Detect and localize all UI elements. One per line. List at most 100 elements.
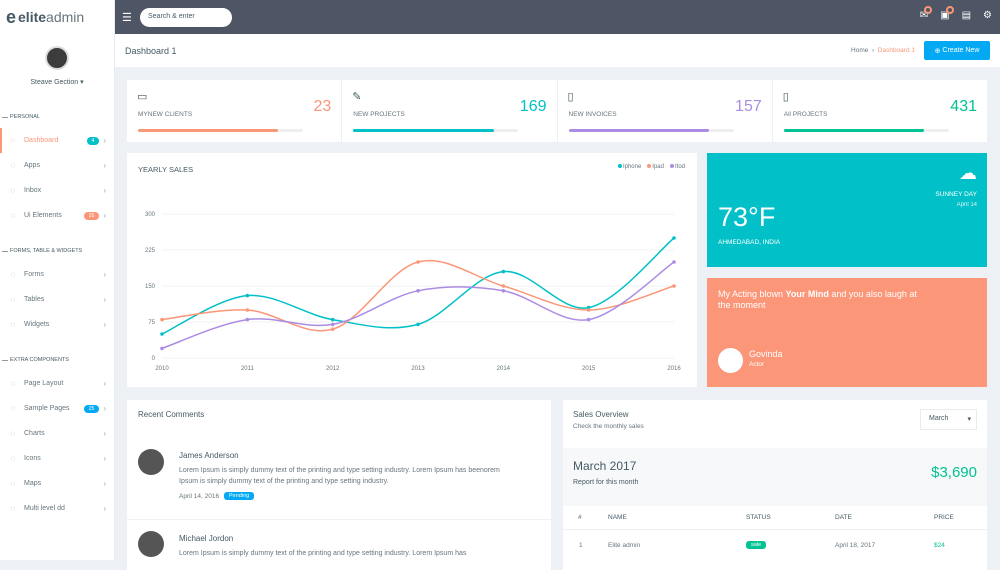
data-point: [330, 317, 335, 322]
page-title: Dashboard 1: [125, 45, 177, 56]
document-icon: ▯: [567, 91, 574, 103]
chevron-right-icon: ›: [103, 211, 106, 220]
sidebar-item[interactable]: ◌ Ui Elements 25 ›: [0, 203, 114, 228]
sidebar-item[interactable]: ◌ Page Layout ›: [0, 371, 114, 396]
legend-item: Itod: [669, 164, 685, 170]
sidebar-item-label: Dashboard: [24, 137, 59, 144]
sidebar-item[interactable]: ◌ Multi level dd ›: [0, 496, 114, 521]
sidebar-item[interactable]: ◌ Forms ›: [0, 262, 114, 287]
stat-clients: ▭ MYNEW CLIENTS 23: [127, 80, 343, 142]
avatar[interactable]: [45, 46, 69, 70]
sidebar-item-label: Widgets: [24, 321, 50, 328]
stat-projects: ✎ NEW PROJECTS 169: [342, 80, 558, 142]
data-point: [672, 284, 676, 288]
sidebar: e elite admin Steave Gection ▾ PERSONAL ◌…: [0, 0, 115, 560]
breadcrumb-home[interactable]: Home: [851, 47, 869, 54]
y-tick-label: 225: [145, 248, 156, 254]
sidebar-item-label: Page Layout: [24, 380, 64, 387]
x-tick-label: 2014: [497, 366, 511, 372]
menu-icon[interactable]: ☰: [122, 11, 132, 24]
data-point: [245, 308, 250, 312]
nav-icon: ◌: [10, 504, 16, 513]
notification-icon[interactable]: ▣: [940, 6, 954, 21]
sidebar-item[interactable]: ◌ Charts ›: [0, 421, 114, 446]
weather-icon: ☁: [959, 163, 977, 183]
stat-invoices: ▯ NEW INVOICES 157: [558, 80, 773, 142]
gear-icon[interactable]: ⚙: [983, 10, 992, 21]
stat-all-projects: ▯ All PROJECTS 431: [773, 80, 987, 142]
sidebar-item-label: Tables: [24, 296, 45, 303]
series-line: [161, 259, 675, 332]
data-point: [160, 346, 164, 351]
create-new-button[interactable]: ⊕ Create New: [924, 41, 990, 60]
sidebar-item-label: Forms: [24, 271, 44, 278]
chevron-right-icon: ›: [103, 136, 106, 145]
chevron-right-icon: ›: [103, 186, 106, 195]
yearly-sales-chart: 0 75 150 225 300 2010 2011 2012 2013 2014 2015 2016: [145, 212, 681, 372]
x-tick-label: 2015: [582, 366, 596, 372]
chevron-right-icon: ›: [103, 479, 106, 488]
y-tick-label: 0: [152, 356, 156, 362]
data-point: [672, 260, 676, 264]
logo-icon: e: [6, 6, 17, 27]
clipboard-icon: ▯: [782, 91, 789, 103]
logo-light: admin: [46, 9, 85, 25]
nav-icon: ◌: [10, 161, 16, 170]
nav-section-extra: EXTRA COMPONENTS: [0, 357, 114, 363]
sidebar-item-label: Apps: [24, 162, 40, 169]
logo[interactable]: e elite admin: [0, 0, 114, 34]
status-badge: Pending: [224, 492, 255, 500]
sidebar-item[interactable]: ◌ Icons ›: [0, 446, 114, 471]
sidebar-item[interactable]: ◌ Sample Pages 25 ›: [0, 396, 114, 421]
nav-badge: 25: [83, 404, 100, 413]
data-point: [586, 308, 591, 312]
sidebar-item[interactable]: ◌ Dashboard 4 ›: [0, 128, 114, 153]
edit-icon: ✎: [352, 91, 362, 103]
user-name[interactable]: Steave Gection ▾: [30, 79, 84, 86]
stats-row: ▭ MYNEW CLIENTS 23 ✎ NEW PROJECTS 169 ▯ …: [127, 80, 987, 142]
data-point: [672, 236, 676, 240]
stat-value: 157: [735, 98, 762, 115]
calendar-icon[interactable]: ▤: [961, 10, 972, 21]
sidebar-item-label: Sample Pages: [24, 405, 70, 412]
recent-comments-card: Recent Comments James Anderson Lorem Ips…: [127, 400, 551, 570]
chevron-right-icon: ›: [103, 404, 106, 413]
comment-date: April 14, 2016: [179, 493, 220, 500]
data-point: [586, 317, 591, 322]
legend-item: Iphone: [617, 164, 641, 170]
stat-progress: [568, 129, 709, 132]
stat-progress: [138, 129, 279, 132]
sidebar-item-label: Maps: [24, 480, 42, 487]
mail-icon[interactable]: ✉: [920, 6, 933, 21]
x-tick-label: 2016: [667, 366, 681, 372]
chevron-right-icon: ›: [103, 270, 106, 279]
sidebar-item-label: Multi level dd: [24, 505, 65, 512]
sidebar-item-label: Charts: [24, 430, 45, 437]
sidebar-item[interactable]: ◌ Maps ›: [0, 471, 114, 496]
x-tick-label: 2011: [241, 366, 255, 372]
sidebar-item-label: Ui Elements: [24, 212, 62, 219]
quote-author: Govinda: [749, 349, 783, 359]
sidebar-item[interactable]: ◌ Tables ›: [0, 287, 114, 312]
sidebar-item[interactable]: ◌ Apps ›: [0, 153, 114, 178]
month-select[interactable]: March ▾: [920, 409, 977, 430]
sales-subtitle: Check the monthly sales: [573, 423, 644, 430]
logo-bold: elite: [18, 9, 47, 25]
temperature: 73°F: [718, 202, 776, 232]
stat-value: 169: [519, 98, 547, 115]
nav-icon: ◌: [10, 136, 16, 145]
data-point: [416, 289, 420, 293]
nav-icon: ◌: [10, 320, 16, 329]
sidebar-item[interactable]: ◌ Widgets ›: [0, 312, 114, 337]
data-point: [330, 322, 335, 327]
chevron-right-icon: ›: [103, 161, 106, 170]
stat-label: All PROJECTS: [783, 111, 828, 118]
sidebar-item[interactable]: ◌ Inbox ›: [0, 178, 114, 203]
comments-title: Recent Comments: [138, 410, 205, 419]
search-input[interactable]: Search & enter: [140, 7, 232, 27]
quote-role: Actor: [749, 361, 765, 368]
legend-item: Ipad: [647, 164, 664, 170]
nav-badge: 4: [86, 136, 100, 145]
chart-title: YEARLY SALES: [138, 165, 194, 174]
stat-value: 431: [950, 98, 977, 115]
